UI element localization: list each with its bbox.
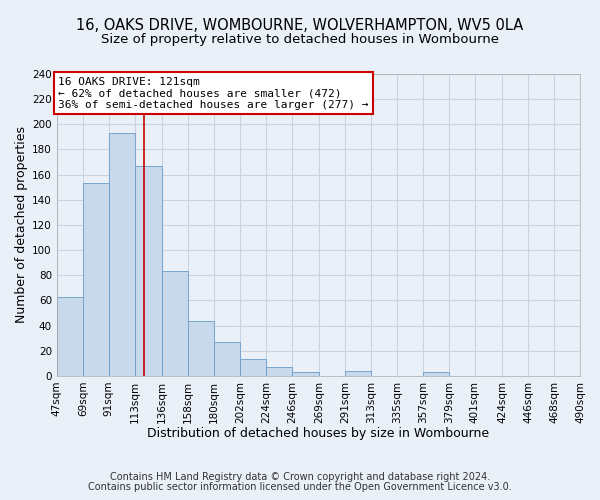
- Bar: [423, 372, 449, 376]
- Bar: [266, 367, 292, 376]
- Text: 16 OAKS DRIVE: 121sqm
← 62% of detached houses are smaller (472)
36% of semi-det: 16 OAKS DRIVE: 121sqm ← 62% of detached …: [58, 76, 368, 110]
- Text: Contains public sector information licensed under the Open Government Licence v3: Contains public sector information licen…: [88, 482, 512, 492]
- Bar: [188, 320, 214, 376]
- Bar: [345, 371, 371, 376]
- Bar: [240, 360, 266, 376]
- Text: Contains HM Land Registry data © Crown copyright and database right 2024.: Contains HM Land Registry data © Crown c…: [110, 472, 490, 482]
- Bar: [214, 342, 240, 376]
- X-axis label: Distribution of detached houses by size in Wombourne: Distribution of detached houses by size …: [148, 427, 490, 440]
- Bar: [292, 372, 319, 376]
- Y-axis label: Number of detached properties: Number of detached properties: [15, 126, 28, 324]
- Bar: [135, 166, 162, 376]
- Bar: [83, 184, 109, 376]
- Bar: [580, 374, 600, 376]
- Text: 16, OAKS DRIVE, WOMBOURNE, WOLVERHAMPTON, WV5 0LA: 16, OAKS DRIVE, WOMBOURNE, WOLVERHAMPTON…: [76, 18, 524, 32]
- Text: Size of property relative to detached houses in Wombourne: Size of property relative to detached ho…: [101, 32, 499, 46]
- Bar: [57, 296, 83, 376]
- Bar: [162, 272, 188, 376]
- Bar: [109, 133, 135, 376]
